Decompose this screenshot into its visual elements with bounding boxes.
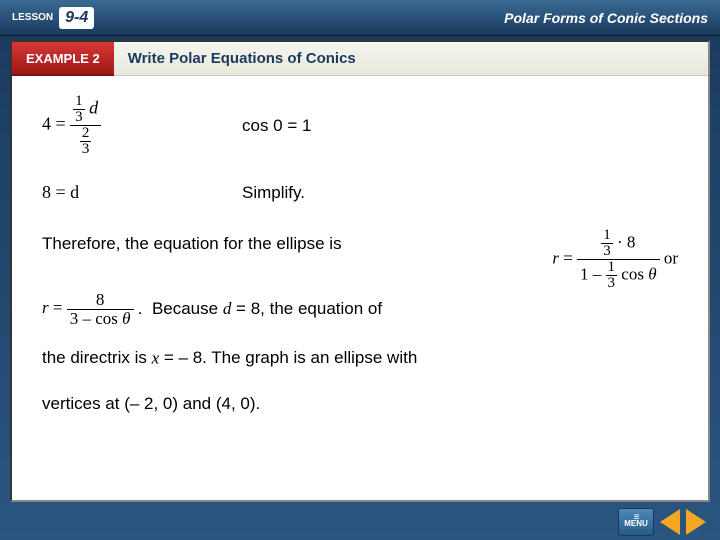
d-var: d	[89, 98, 98, 118]
conclusion-line1: r = 1 3 · 8 1 – 1 3	[42, 228, 678, 260]
menu-button[interactable]: ≡ MENU	[618, 508, 654, 536]
top-bar: LESSON 9-4 Polar Forms of Conic Sections	[0, 0, 720, 36]
example-tab: EXAMPLE 2	[12, 42, 114, 76]
conclusion-line3: the directrix is x = – 8. The graph is a…	[42, 342, 678, 375]
conclusion-line2: r = 8 3 – cos θ . Because d = 8, the equ…	[42, 291, 678, 328]
four: 4	[42, 114, 51, 134]
step-1: 4 = 1 3 d 2 3	[42, 94, 678, 157]
lesson-badge: LESSON 9-4	[12, 7, 94, 29]
example-header: EXAMPLE 2 Write Polar Equations of Conic…	[12, 42, 708, 76]
lesson-label: LESSON	[12, 12, 53, 23]
eq: =	[56, 114, 66, 134]
right-big-frac: 1 3 · 8 1 – 1 3 cos θ	[577, 228, 660, 291]
numer-small-frac: 1 3	[73, 94, 85, 125]
content-frame: EXAMPLE 2 Write Polar Equations of Conic…	[10, 40, 710, 502]
conclusion-line4: vertices at (– 2, 0) and (4, 0).	[42, 388, 678, 420]
example-title: Write Polar Equations of Conics	[114, 42, 708, 76]
step-2-math: 8 = d	[42, 179, 242, 206]
denom-small-frac: 2 3	[80, 126, 92, 157]
step-1-math: 4 = 1 3 d 2 3	[42, 94, 242, 157]
step-2: 8 = d Simplify.	[42, 179, 678, 206]
conclusion-line1-text: Therefore, the equation for the ellipse …	[42, 234, 342, 253]
menu-label: MENU	[624, 519, 648, 528]
step-2-explanation: Simplify.	[242, 180, 305, 206]
step-1-explanation: cos 0 = 1	[242, 113, 311, 139]
simplified-equation: r = 8 3 – cos θ	[42, 298, 138, 317]
lesson-number: 9-4	[59, 7, 94, 29]
big-fraction: 1 3 d 2 3	[70, 94, 101, 157]
topic-title: Polar Forms of Conic Sections	[504, 10, 708, 26]
next-arrow-icon[interactable]	[686, 509, 706, 535]
bottom-nav: ≡ MENU	[618, 508, 706, 536]
content-body: 4 = 1 3 d 2 3	[12, 76, 708, 445]
prev-arrow-icon[interactable]	[660, 509, 680, 535]
right-polar-equation: r = 1 3 · 8 1 – 1 3	[552, 228, 678, 291]
